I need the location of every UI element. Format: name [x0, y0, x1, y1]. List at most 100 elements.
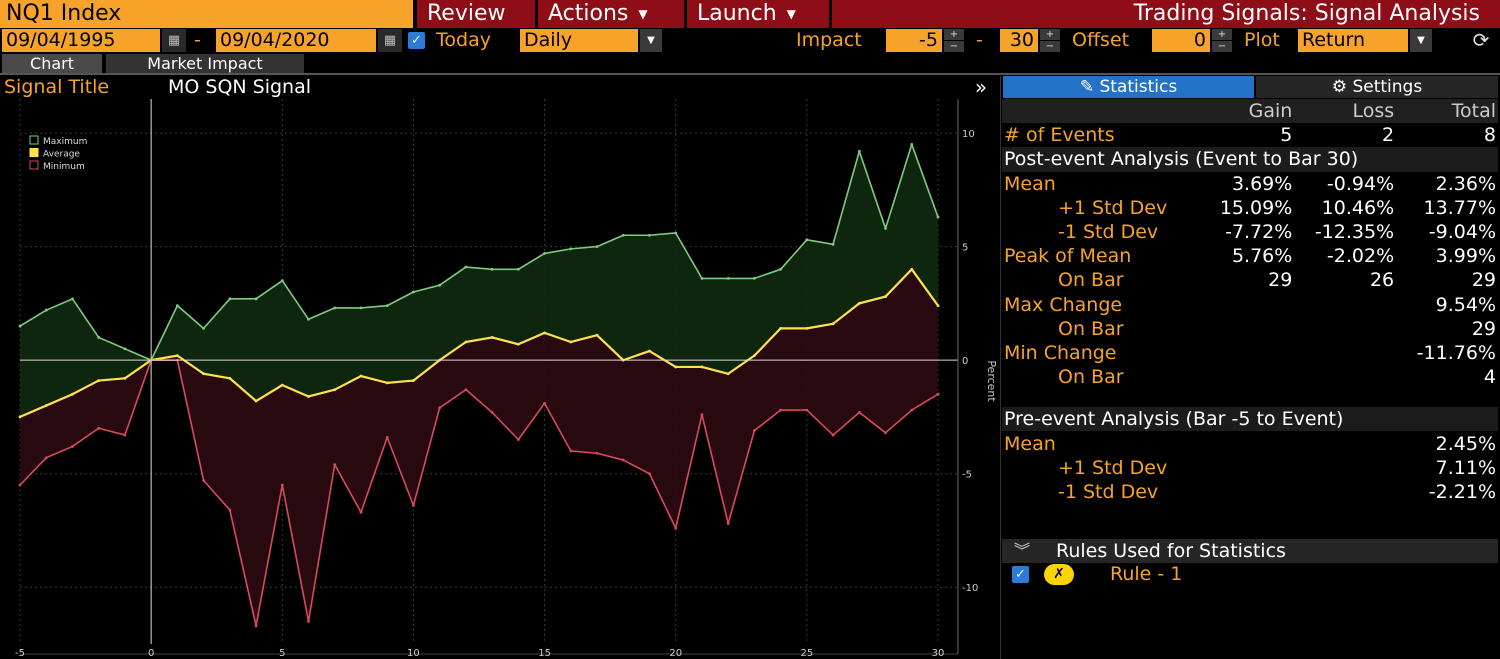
security-field[interactable]: NQ1 Index [0, 0, 413, 28]
data-point [726, 372, 730, 376]
impact-to-field[interactable]: 30 [1000, 29, 1038, 52]
rules-header[interactable]: ︾ Rules Used for Statistics [1002, 539, 1498, 563]
settings-tab-label: Settings [1352, 77, 1423, 97]
data-point [543, 401, 546, 405]
collapse-icon[interactable]: ︾ [1014, 541, 1031, 560]
statistics-icon: ✎ [1079, 77, 1100, 97]
chevron-down-icon[interactable]: ▼ [640, 29, 662, 52]
date-separator: - [194, 29, 201, 51]
data-point [490, 267, 494, 271]
total-cell: -2.21% [1428, 480, 1496, 503]
tab-settings[interactable]: ⚙ Settings [1256, 76, 1498, 98]
total-cell: 2.36% [1435, 172, 1496, 195]
review-menu[interactable]: Review [417, 0, 535, 28]
data-point [674, 231, 678, 235]
loss-cell: 26 [1369, 269, 1395, 292]
row-label: Min Change [1004, 341, 1117, 364]
end-date-field[interactable]: 09/04/2020 [216, 29, 376, 52]
x-tick-label: 20 [669, 648, 682, 659]
today-checkbox[interactable]: ✓ [408, 32, 425, 49]
chevron-down-icon[interactable]: ▼ [1410, 29, 1432, 52]
data-point [516, 342, 520, 346]
launch-menu[interactable]: Launch ▼ [687, 0, 829, 28]
tab-chart[interactable]: Chart [2, 54, 102, 73]
pre-event-header: Pre-event Analysis (Bar -5 to Event) [1002, 407, 1498, 432]
data-point [280, 483, 284, 487]
data-point [412, 379, 415, 382]
spin-up-icon[interactable]: + [944, 29, 964, 40]
data-point [595, 333, 599, 337]
impact-from-field[interactable]: -5 [886, 29, 942, 52]
refresh-icon[interactable]: ⟳ [1472, 28, 1490, 52]
table-row: -1 Std Dev -7.72% -12.35% -9.04% [1002, 220, 1498, 244]
calendar-icon[interactable]: ▦ [378, 29, 402, 52]
data-point [464, 265, 468, 269]
data-point [805, 408, 809, 412]
gain-cell: 29 [1268, 269, 1293, 292]
data-point [359, 374, 363, 378]
data-point [44, 456, 48, 460]
data-point [71, 392, 74, 396]
y-tick-label: 0 [962, 356, 968, 367]
data-point [543, 252, 546, 255]
data-point [884, 227, 887, 230]
spin-up-icon[interactable]: + [1040, 29, 1060, 40]
x-tick-label: -5 [15, 648, 25, 659]
data-point [307, 317, 310, 321]
launch-label: Launch [697, 1, 777, 26]
gain-cell: 5 [1280, 124, 1293, 147]
minimum-area [20, 269, 938, 626]
rule-checkbox[interactable]: ✓ [1012, 566, 1029, 583]
chevron-down-icon: ▼ [638, 7, 648, 21]
row-label: Peak of Mean [1004, 245, 1132, 268]
offset-field[interactable]: 0 [1152, 29, 1210, 52]
calendar-icon[interactable]: ▦ [162, 29, 186, 52]
data-point [805, 326, 809, 330]
y-tick-label: -5 [962, 470, 972, 481]
loss-cell: 2 [1382, 124, 1395, 147]
tab-market-impact[interactable]: Market Impact [106, 54, 304, 73]
loss-cell [1294, 293, 1396, 317]
data-point [910, 267, 914, 271]
collapse-panel-icon[interactable]: » [974, 75, 988, 99]
actions-menu[interactable]: Actions ▼ [538, 0, 684, 28]
data-point [595, 451, 599, 455]
tab-statistics[interactable]: ✎ Statistics [1003, 76, 1254, 98]
data-point [700, 413, 704, 417]
total-cell: -9.04% [1428, 221, 1496, 244]
table-row: Min Change -11.76% [1002, 341, 1498, 365]
data-point [648, 472, 651, 476]
data-point [97, 426, 101, 430]
data-point [753, 276, 756, 280]
plot-label: Plot [1244, 29, 1280, 51]
table-row: Mean 2.45% [1002, 431, 1498, 455]
data-point [884, 431, 887, 435]
total-cell: 4 [1483, 366, 1496, 389]
data-point [464, 340, 468, 344]
plot-select[interactable]: Return [1298, 29, 1408, 52]
data-point [726, 276, 730, 280]
spin-down-icon[interactable]: − [1040, 41, 1060, 52]
start-date-field[interactable]: 09/04/1995 [2, 29, 160, 52]
data-point [516, 267, 520, 271]
data-point [175, 304, 179, 308]
spin-down-icon[interactable]: − [944, 41, 964, 52]
data-point [910, 143, 914, 146]
period-select[interactable]: Daily [520, 29, 638, 52]
x-tick-label: 5 [279, 648, 285, 659]
spin-down-icon[interactable]: − [1212, 41, 1232, 52]
data-point [936, 215, 940, 219]
today-label: Today [436, 29, 491, 51]
data-point [254, 297, 258, 301]
data-point [385, 435, 389, 439]
spin-up-icon[interactable]: + [1212, 29, 1232, 40]
data-point [700, 365, 704, 369]
statistics-table-wrap: Gain Loss Total # of Events 5 2 8 Post-e… [1002, 99, 1498, 504]
row-label: Mean [1004, 172, 1056, 195]
y-tick-label: 10 [962, 129, 975, 140]
series-line-average [19, 268, 939, 418]
data-point [700, 276, 704, 280]
data-point [648, 233, 651, 237]
data-point [490, 336, 494, 339]
table-row: +1 Std Dev 7.11% [1002, 456, 1498, 480]
